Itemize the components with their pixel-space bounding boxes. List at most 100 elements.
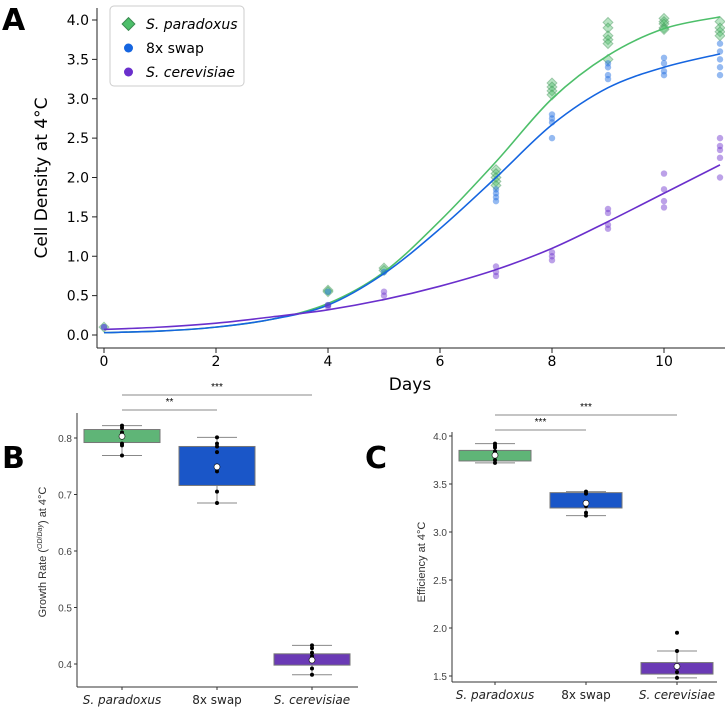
legend-label: S. paradoxus <box>146 17 238 33</box>
data-point <box>675 630 679 635</box>
data-point <box>675 675 679 680</box>
data-point <box>215 469 219 474</box>
box-0 <box>458 441 532 465</box>
significance-label: *** <box>580 402 592 413</box>
y-tick-label: 2.5 <box>433 576 447 587</box>
y-axis-title: Cell Density at 4°C <box>32 98 52 259</box>
data-point <box>675 649 679 654</box>
x-tick-label: 0 <box>100 354 109 370</box>
data-point <box>716 48 724 55</box>
data-point <box>658 15 670 28</box>
data-point <box>548 134 556 142</box>
data-point <box>492 186 500 193</box>
data-point <box>604 225 612 232</box>
data-point <box>675 670 679 675</box>
data-point <box>492 193 500 201</box>
data-point <box>215 435 219 440</box>
mean-marker <box>118 433 126 440</box>
data-point <box>716 71 724 79</box>
data-point <box>310 666 314 671</box>
data-point <box>660 204 668 211</box>
data-point <box>716 64 724 71</box>
series-8x-swap <box>100 40 724 334</box>
legend-marker <box>124 43 133 53</box>
data-point <box>716 40 724 47</box>
data-point <box>380 268 388 276</box>
data-point <box>604 209 612 217</box>
fit-curve <box>103 53 721 334</box>
x-tick-label: 2 <box>212 354 221 370</box>
data-point <box>602 34 614 46</box>
mean-marker <box>213 463 221 471</box>
panel-label-b: B <box>2 441 25 476</box>
data-point <box>660 186 668 193</box>
data-point <box>380 292 388 299</box>
box-2 <box>640 630 714 680</box>
data-point <box>660 54 668 61</box>
legend: S. paradoxus 8x swap S. cerevisiae <box>109 5 245 87</box>
data-point <box>604 75 612 83</box>
data-point <box>602 30 614 42</box>
data-point <box>493 458 497 462</box>
data-point <box>660 71 668 79</box>
panel-label-c: C <box>365 441 387 476</box>
data-point <box>492 197 500 205</box>
significance-label: *** <box>535 417 547 428</box>
x-tick-label: S. paradoxus <box>456 688 534 702</box>
data-point <box>548 249 556 256</box>
data-point <box>660 197 668 205</box>
data-point <box>658 18 670 30</box>
x-tick-label: 8x swap <box>192 693 242 707</box>
legend-marker <box>121 16 136 32</box>
data-point <box>584 510 588 515</box>
data-point <box>584 513 588 518</box>
y-tick-label: 1.5 <box>433 672 447 683</box>
x-tick-label: 10 <box>655 354 673 370</box>
legend-label: S. cerevisiae <box>146 65 235 81</box>
y-tick-label: 1.5 <box>67 210 89 226</box>
x-tick-label: S. cerevisiae <box>274 693 350 707</box>
x-axis-title: Days <box>389 375 432 395</box>
significance-label: *** <box>211 382 223 393</box>
y-tick-label: 0.7 <box>58 491 72 502</box>
data-point <box>310 672 314 677</box>
box-1 <box>549 489 623 518</box>
y-axis-title: Growth Rate (OD/Day) at 4°C <box>37 487 49 618</box>
data-point <box>310 650 314 655</box>
y-tick-label: 2.5 <box>67 131 89 147</box>
data-point <box>660 170 668 177</box>
data-point <box>548 115 556 122</box>
mean-marker <box>673 663 681 670</box>
data-point <box>546 77 558 89</box>
data-point <box>324 303 332 310</box>
y-tick-label: 3.5 <box>67 52 89 68</box>
data-point <box>546 81 558 93</box>
x-tick-label: 6 <box>436 354 445 370</box>
data-point <box>604 60 612 67</box>
legend-marker <box>124 67 133 77</box>
data-point <box>660 67 668 75</box>
y-tick-label: 3.0 <box>433 528 447 539</box>
data-point <box>120 443 124 448</box>
x-tick-label: 8 <box>548 354 557 370</box>
data-point <box>602 37 614 50</box>
data-point <box>493 445 497 450</box>
x-tick-label: 4 <box>324 354 333 370</box>
series-s-cerevisiae <box>100 134 724 331</box>
y-tick-label: 1.0 <box>67 249 89 265</box>
data-point <box>215 441 219 446</box>
data-point <box>714 30 725 42</box>
data-point <box>546 85 558 97</box>
x-tick-label: S. cerevisiae <box>639 688 715 702</box>
panel-a-growth-curves: 0 2 4 6 8 10 0.0 0.5 1.0 1.5 2.0 2.5 3.0 3.5 4.0 Days Ce… <box>32 5 725 395</box>
data-point <box>716 174 724 181</box>
data-point <box>658 12 670 25</box>
data-point <box>493 460 497 465</box>
y-tick-label: 2.0 <box>433 624 447 635</box>
data-point <box>660 60 668 67</box>
legend-frame <box>109 5 245 87</box>
data-point <box>714 15 725 28</box>
panel-b-growth-rate: 0.4 0.5 0.6 0.7 0.8 S. paradoxus 8x swap S. cer… <box>37 382 358 707</box>
fit-curve <box>103 164 721 331</box>
data-point <box>120 453 124 458</box>
